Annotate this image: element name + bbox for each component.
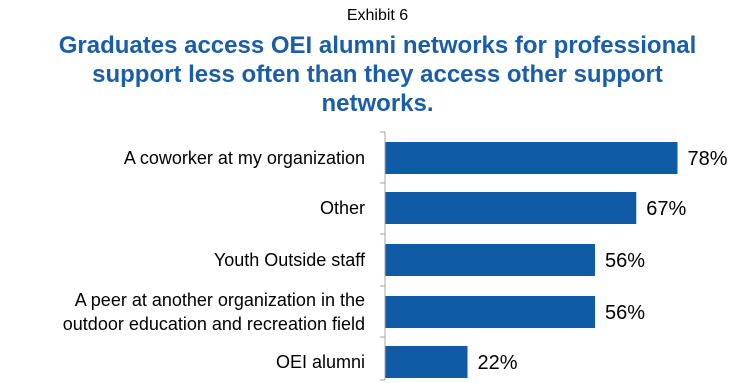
value-label-5: 22% (478, 352, 518, 374)
chart-title: Graduates access OEI alumni networks for… (58, 32, 697, 117)
bars-group (385, 142, 678, 378)
bar-3 (385, 244, 595, 276)
bar-4 (385, 296, 595, 328)
category-label-line: outdoor education and recreation field (63, 314, 365, 334)
category-label-line: A peer at another organization in the (75, 290, 365, 310)
category-label-line: Youth Outside staff (214, 250, 366, 270)
category-label-line: Other (320, 198, 365, 218)
value-label-4: 56% (605, 302, 645, 324)
labels-group: 78% A coworker at my organization 67% Other… (63, 148, 728, 374)
category-label-4: A peer at another organization in the out… (63, 290, 365, 334)
bar-2 (385, 192, 637, 224)
category-label-line: OEI alumni (276, 352, 365, 372)
category-label-3: Youth Outside staff (214, 250, 366, 270)
category-label-1: A coworker at my organization (124, 148, 365, 168)
category-axis (380, 131, 386, 381)
value-label-1: 78% (688, 148, 728, 170)
category-label-2: Other (320, 198, 365, 218)
value-label-2: 67% (646, 198, 686, 220)
bar-1 (385, 142, 678, 174)
exhibit-label: Exhibit 6 (346, 7, 409, 24)
category-label-5: OEI alumni (276, 352, 365, 372)
bar-5 (385, 346, 468, 378)
category-label-line: A coworker at my organization (124, 148, 365, 168)
value-label-3: 56% (605, 250, 645, 272)
